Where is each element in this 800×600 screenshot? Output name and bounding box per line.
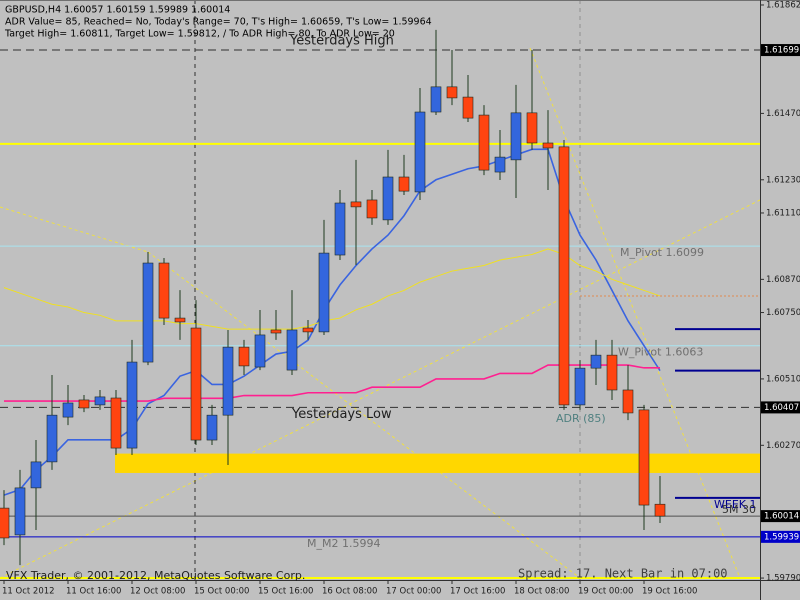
price-tag — [761, 44, 800, 57]
candle-body — [590, 354, 602, 369]
candle-body — [414, 111, 426, 193]
candle-body — [158, 262, 170, 319]
level-label: M_Pivot 1.6099 — [620, 246, 704, 259]
candle-body — [350, 201, 362, 208]
trend-lines — [0, 47, 761, 579]
y-tick-label: 1.60870 — [766, 275, 800, 285]
candle-body — [654, 503, 666, 517]
y-tick-label: 1.61470 — [766, 109, 800, 119]
x-tick-label: 19 Oct 00:00 — [578, 587, 633, 597]
candle-body — [238, 346, 250, 367]
candle-body — [94, 396, 106, 406]
header-line: ADR Value= 85, Reached= No, Today's Rang… — [5, 17, 432, 28]
plot: Yesterdays High Yesterdays Low M_Pivot 1.6… — [0, 29, 760, 566]
y-tick-label: 1.61110 — [766, 208, 800, 218]
candle-body — [606, 354, 618, 391]
x-tick-label: 17 Oct 00:00 — [386, 587, 441, 597]
x-tick-label: 12 Oct 08:00 — [130, 587, 185, 597]
trend-line — [529, 47, 741, 579]
candle-body — [142, 262, 154, 363]
price-tag-label: 1.61699 — [764, 46, 799, 56]
candle-body — [286, 329, 298, 371]
candle-body — [78, 399, 90, 409]
candle-body — [0, 507, 10, 539]
x-tick-label: 15 Oct 00:00 — [194, 587, 249, 597]
price-tag-label: 1.60407 — [764, 403, 799, 413]
candle-body — [334, 202, 346, 256]
annotation: 5M 30 — [722, 503, 756, 516]
candle-body — [430, 86, 442, 113]
copyright: VFX Trader, © 2001-2012, MetaQuotes Soft… — [6, 569, 305, 582]
candle-body — [558, 146, 570, 406]
trend-line — [147, 251, 581, 579]
x-tick-label: 18 Oct 08:00 — [514, 587, 569, 597]
candle-body — [398, 176, 410, 192]
level-label: Yesterdays High — [289, 34, 394, 49]
x-tick-label: 19 Oct 16:00 — [642, 587, 697, 597]
candle-body — [254, 334, 266, 368]
level-label: W_Pivot 1.6063 — [618, 346, 703, 359]
candle-body — [110, 397, 122, 449]
price-tag — [761, 530, 800, 543]
x-tick-label: 16 Oct 08:00 — [322, 587, 377, 597]
level-label: WEEK 1 — [714, 498, 757, 511]
header-line: Target High= 1.60811, Target Low= 1.5981… — [4, 29, 395, 40]
x-tick-label: 15 Oct 16:00 — [258, 587, 313, 597]
price-tag-label: 1.59939 — [764, 532, 799, 542]
candle-body — [494, 156, 506, 173]
candle-body — [446, 86, 458, 99]
level-label: Yesterdays Low — [291, 407, 392, 422]
zone — [115, 453, 760, 473]
y-tick-label: 1.60750 — [766, 308, 800, 318]
y-tick-label: 1.61230 — [766, 175, 800, 185]
candle-body — [318, 252, 330, 333]
annotation: ADR (85) — [556, 412, 606, 425]
candle-body — [62, 402, 74, 418]
candle-body — [126, 361, 138, 449]
candle-body — [190, 327, 202, 441]
candle-body — [526, 112, 538, 144]
candle-body — [14, 487, 26, 536]
candle-body — [46, 414, 58, 463]
candle-body — [222, 346, 234, 416]
price-tag — [761, 510, 800, 523]
candle-body — [206, 414, 218, 441]
price-tag — [761, 401, 800, 414]
candle-body — [638, 409, 650, 506]
y-tick-label: 1.60510 — [766, 374, 800, 384]
candle-body — [622, 389, 634, 414]
candle-body — [382, 176, 394, 221]
status-text: Spread: 17. Next Bar in 07:00 — [518, 567, 728, 581]
candle-body — [574, 367, 586, 406]
x-tick-label: 17 Oct 16:00 — [450, 587, 505, 597]
x-tick-label: 11 Oct 16:00 — [66, 587, 121, 597]
header-line: GBPUSD,H4 1.60057 1.60159 1.59989 1.6001… — [5, 5, 230, 16]
y-tick-label: 1.61862 — [766, 0, 800, 10]
x-tick-label: 11 Oct 2012 — [2, 587, 55, 597]
candle-body — [366, 199, 378, 219]
candle-body — [542, 142, 554, 149]
price-tag-label: 1.60014 — [764, 512, 799, 522]
moving-average — [3, 248, 661, 330]
candle-body — [30, 461, 42, 489]
y-tick-label: 1.59790 — [766, 574, 800, 584]
level-label: M_M2 1.5994 — [307, 537, 380, 550]
candle-body — [510, 112, 522, 161]
candle-body — [174, 317, 186, 323]
candle-body — [478, 114, 490, 171]
candle-body — [270, 329, 282, 334]
candle-body — [462, 96, 474, 119]
trend-line — [0, 206, 149, 253]
candle-body — [302, 327, 314, 333]
y-tick-label: 1.60270 — [766, 441, 800, 451]
